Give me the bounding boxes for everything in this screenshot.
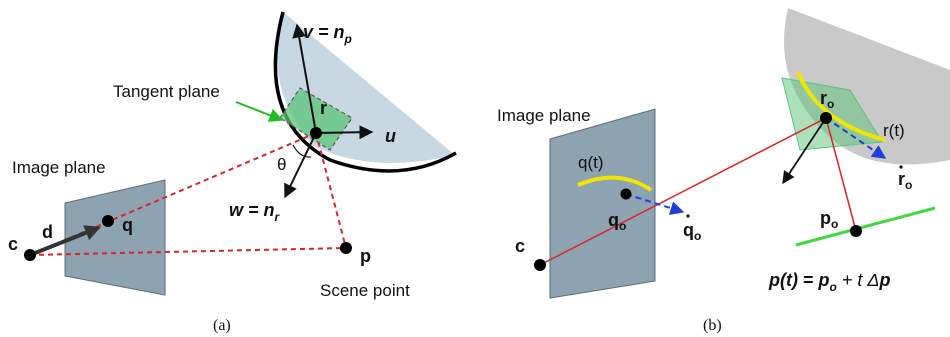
label-c-b: c bbox=[515, 236, 525, 256]
label-c-a: c bbox=[8, 234, 18, 254]
panel-b: Image plane c q(t) qo qo ro r(t) ro po p… bbox=[497, 8, 950, 334]
caption-b: (b) bbox=[703, 317, 722, 334]
label-v-np: v = np bbox=[303, 22, 352, 46]
label-u: u bbox=[385, 126, 396, 146]
label-theta: θ bbox=[277, 155, 286, 174]
vectors-at-r bbox=[284, 23, 374, 199]
panel-a: Tangent plane Image plane Scene point c … bbox=[8, 11, 457, 334]
label-p-a: p bbox=[360, 246, 371, 266]
point-r-b bbox=[820, 112, 832, 124]
image-plane-b bbox=[549, 108, 656, 299]
label-ro: ro bbox=[820, 88, 834, 111]
point-q-a bbox=[102, 215, 114, 227]
image-plane-label-a: Image plane bbox=[12, 158, 106, 177]
scene-point-label: Scene point bbox=[320, 281, 410, 300]
image-plane-label-b: Image plane bbox=[497, 106, 591, 125]
point-q-b bbox=[620, 188, 632, 200]
point-p-a bbox=[340, 242, 352, 254]
label-qo: qo bbox=[608, 210, 626, 233]
rays-b bbox=[539, 117, 857, 266]
point-c-a bbox=[24, 249, 36, 261]
dot-q-accent bbox=[686, 214, 690, 218]
dot-r-accent bbox=[899, 165, 903, 169]
dr-arrow bbox=[825, 117, 887, 159]
tangent-pointer-arrow bbox=[235, 101, 284, 122]
theta-arc bbox=[292, 144, 312, 158]
point-c-b bbox=[534, 259, 546, 271]
image-plane-a bbox=[64, 179, 166, 296]
label-qo-dot: qo bbox=[683, 220, 701, 243]
label-w-nr: w = nr bbox=[229, 200, 281, 224]
label-q-a: q bbox=[122, 215, 133, 235]
label-po: po bbox=[820, 208, 838, 231]
label-r-a: r bbox=[320, 98, 327, 118]
label-r-t: r(t) bbox=[883, 121, 905, 140]
point-r-a bbox=[310, 127, 322, 139]
surface-arc bbox=[273, 11, 457, 173]
tangent-plane-label: Tangent plane bbox=[113, 82, 220, 101]
line-p-t bbox=[795, 206, 936, 247]
d-vector bbox=[29, 225, 101, 257]
equation-p-t: p(t) = po + t Δp bbox=[768, 270, 890, 294]
label-ro-dot: ro bbox=[898, 169, 912, 192]
rays-a bbox=[29, 132, 347, 256]
curve-q-t bbox=[577, 175, 653, 192]
point-p-b bbox=[850, 225, 862, 237]
label-q-t: q(t) bbox=[578, 153, 604, 172]
caption-a: (a) bbox=[213, 317, 231, 334]
label-d: d bbox=[42, 222, 53, 242]
normal-arrow-b bbox=[782, 117, 827, 185]
